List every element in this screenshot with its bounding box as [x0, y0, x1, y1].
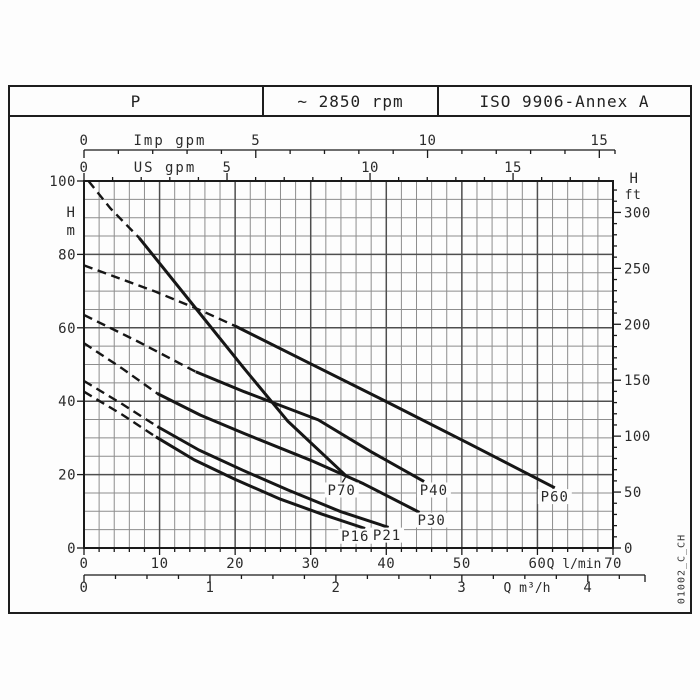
tick-label: 0 [80, 556, 89, 572]
tick-label: 80 [58, 247, 76, 263]
curve-solid-segment-P60 [234, 324, 556, 490]
axis-title-m: m [67, 223, 76, 239]
curve-label-group-P30: P30 [414, 512, 449, 529]
curve-label-P16: P16 [341, 529, 369, 545]
curve-solid-segment-P21 [156, 425, 390, 529]
axis-q-lmin: 0 10 20 30 40 50 60 70Q l/min [80, 548, 622, 572]
curve-label-P21: P21 [373, 528, 401, 544]
axis-title-ft: ft [625, 188, 642, 203]
tick-label: 5 [223, 160, 232, 176]
curve-label-mask-P21 [370, 527, 405, 543]
curve-P70 [87, 180, 347, 477]
curve-label-group-P16: P16 [338, 528, 373, 545]
curve-P16 [83, 390, 366, 530]
tick-label: 4 [583, 580, 592, 596]
tick-label: 0 [80, 160, 89, 176]
tick-label: 70 [604, 556, 622, 572]
curve-label-mask-P60 [537, 489, 572, 505]
chart-frame: P ~ 2850 rpm ISO 9906-Annex A [8, 85, 692, 614]
axis-us-gpm: 0 5 10 15 US gpm [80, 160, 600, 181]
tick-label: 2 [331, 580, 340, 596]
tick-label: 100 [624, 429, 651, 445]
tick-label: 0 [80, 133, 89, 149]
curve-P30 [83, 342, 421, 514]
tick-label: 150 [624, 373, 651, 389]
tick-label: 0 [80, 580, 89, 596]
axis-h-m: 0 20 40 60 80 100 Hm [49, 174, 84, 557]
tick-label: 15 [590, 133, 608, 149]
curve-label-P70: P70 [328, 483, 356, 499]
axis-title-imp-gpm: Imp gpm [133, 133, 206, 149]
curve-dashed-segment-P30 [83, 342, 158, 395]
header-cell-pump-type: P [10, 87, 264, 115]
tick-label: 1 [205, 580, 214, 596]
curve-P60 [83, 264, 556, 490]
tick-label: 30 [302, 556, 320, 572]
curve-solid-segment-P40 [195, 370, 425, 483]
grid [84, 181, 613, 548]
header-cell-standard: ISO 9906-Annex A [479, 91, 650, 111]
header-cell-speed: ~ 2850 rpm [264, 87, 439, 115]
tick-label: 10 [419, 133, 437, 149]
tick-label: 50 [624, 485, 642, 501]
tick-label: 0 [67, 541, 76, 557]
axis-title-q-m3h: Q m³/h [504, 581, 551, 596]
curve-label-leader-P70 [341, 476, 347, 484]
tick-label: 20 [226, 556, 244, 572]
axis-q-m3h: 0 1 2 3 4 Q m³/h [80, 574, 646, 596]
tick-label: 5 [251, 133, 260, 149]
curve-P40 [83, 313, 425, 483]
curve-P21 [83, 379, 390, 529]
tick-label: 3 [457, 580, 466, 596]
curve-label-mask-P40 [416, 482, 451, 498]
curve-dashed-segment-P70 [87, 180, 141, 239]
tick-label: 200 [624, 317, 651, 333]
curve-label-P30: P30 [417, 513, 445, 529]
axis-title-us-gpm: US gpm [134, 160, 197, 176]
tick-label: 40 [377, 556, 395, 572]
axis-title-q-lmin: Q l/min [547, 557, 602, 572]
curve-dashed-segment-P21 [83, 379, 158, 428]
axis-h-ft: 0 50 100 150 200 250 300 Hft [613, 171, 651, 557]
axis-title-h-right: H [630, 171, 639, 187]
curve-solid-segment-P70 [138, 236, 347, 477]
tick-label: 40 [58, 394, 76, 410]
tick-label: 50 [453, 556, 471, 572]
curve-label-mask-P30 [414, 512, 449, 528]
curve-solid-segment-P16 [155, 435, 366, 530]
drawing-number: 01002_C_CH [676, 533, 688, 605]
curve-label-group-P40: P40 [416, 482, 451, 499]
curve-label-P60: P60 [541, 490, 569, 506]
tick-label: 10 [151, 556, 169, 572]
tick-label: 60 [528, 556, 546, 572]
curve-label-group-P70: P70 [324, 476, 359, 499]
curve-label-mask-P70 [324, 482, 359, 498]
axis-imp-gpm: 0 5 10 15 Imp gpm [80, 133, 616, 158]
curve-label-group-P60: P60 [537, 489, 572, 506]
curve-label-P40: P40 [420, 483, 448, 499]
curve-label-group-P21: P21 [370, 527, 405, 544]
tick-label: 20 [58, 468, 76, 484]
curve-dashed-segment-P40 [83, 313, 197, 373]
tick-label: 10 [361, 160, 379, 176]
curve-dashed-segment-P16 [83, 390, 157, 438]
plot-border [83, 180, 614, 549]
axis-title-h: H [67, 205, 76, 221]
tick-label: 0 [624, 541, 633, 557]
tick-label: 100 [49, 174, 76, 190]
curve-solid-segment-P30 [156, 392, 421, 514]
tick-label: 60 [58, 321, 76, 337]
curve-label-mask-P16 [338, 528, 373, 544]
header-row: P ~ 2850 rpm ISO 9906-Annex A [10, 87, 690, 117]
tick-label: 15 [504, 160, 522, 176]
tick-label: 250 [624, 261, 651, 277]
tick-label: 300 [624, 205, 651, 221]
